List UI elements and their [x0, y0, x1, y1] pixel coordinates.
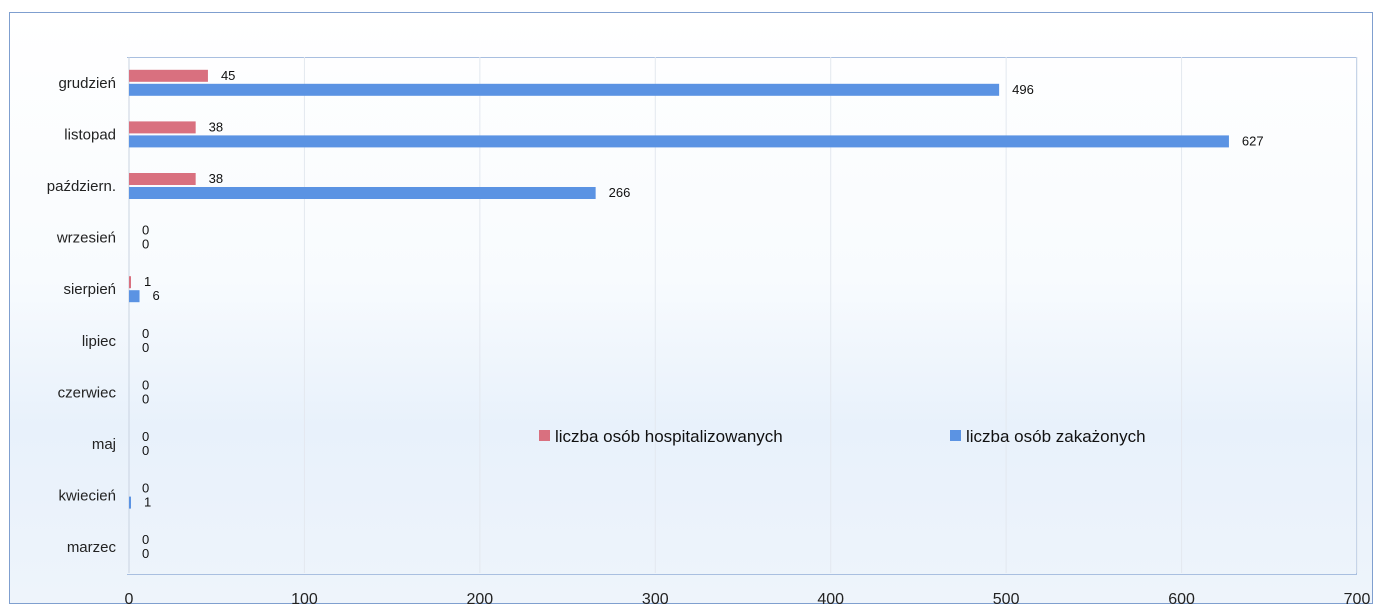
x-tick-label: 0 [125, 591, 134, 608]
value-label: 0 [142, 326, 149, 341]
x-tick-label: 400 [817, 591, 844, 608]
value-label: 0 [142, 481, 149, 496]
value-label: 0 [142, 340, 149, 355]
value-label: 0 [142, 223, 149, 238]
bar-infected [129, 290, 140, 303]
value-label: 0 [142, 443, 149, 458]
bars [129, 69, 1229, 509]
value-label: 0 [142, 532, 149, 547]
category-label: kwiecień [58, 488, 116, 505]
value-label: 0 [142, 391, 149, 406]
legend: liczba osób hospitalizowanych liczba osób… [539, 427, 1146, 446]
bar-infected [129, 496, 131, 509]
bar-infected [129, 83, 1000, 96]
value-label: 6 [153, 288, 160, 303]
x-tick-label: 600 [1168, 591, 1195, 608]
bar-infected [129, 135, 1229, 148]
value-label: 0 [142, 546, 149, 561]
category-label: listopad [64, 126, 116, 143]
x-tick-label: 300 [642, 591, 669, 608]
bar-hospitalized [129, 173, 196, 185]
value-label: 38 [209, 171, 223, 186]
category-label: październ. [47, 178, 116, 195]
bar-hospitalized [129, 276, 131, 289]
value-label: 0 [142, 237, 149, 252]
value-label: 1 [144, 274, 151, 289]
gridlines [128, 57, 1358, 573]
legend-item-hospitalized-swatch [539, 430, 550, 441]
x-tick-label: 200 [467, 591, 494, 608]
x-tick-label: 500 [993, 591, 1020, 608]
x-tick-label: 700 [1344, 591, 1371, 608]
legend-item-infected-label: liczba osób zakażonych [966, 427, 1146, 446]
category-label: wrzesień [56, 230, 116, 247]
chart-frame [9, 12, 1373, 604]
category-label: grudzień [58, 75, 116, 92]
value-label: 38 [209, 119, 223, 134]
value-label: 0 [142, 377, 149, 392]
legend-item-infected-swatch [950, 430, 961, 441]
category-label: lipiec [82, 333, 117, 350]
value-label: 496 [1012, 82, 1034, 97]
category-label: czerwiec [58, 384, 117, 401]
value-label: 45 [221, 68, 235, 83]
category-label: sierpień [63, 281, 116, 298]
value-label: 627 [1242, 133, 1264, 148]
bar-infected [129, 187, 596, 199]
value-label: 1 [144, 495, 151, 510]
legend-item-hospitalized-label: liczba osób hospitalizowanych [555, 427, 783, 446]
category-label: maj [92, 436, 116, 453]
category-label: marzec [67, 539, 117, 556]
value-label: 0 [142, 429, 149, 444]
bar-hospitalized [129, 121, 196, 134]
value-label: 266 [609, 185, 631, 200]
bar-hospitalized [129, 69, 208, 82]
x-tick-label: 100 [291, 591, 318, 608]
